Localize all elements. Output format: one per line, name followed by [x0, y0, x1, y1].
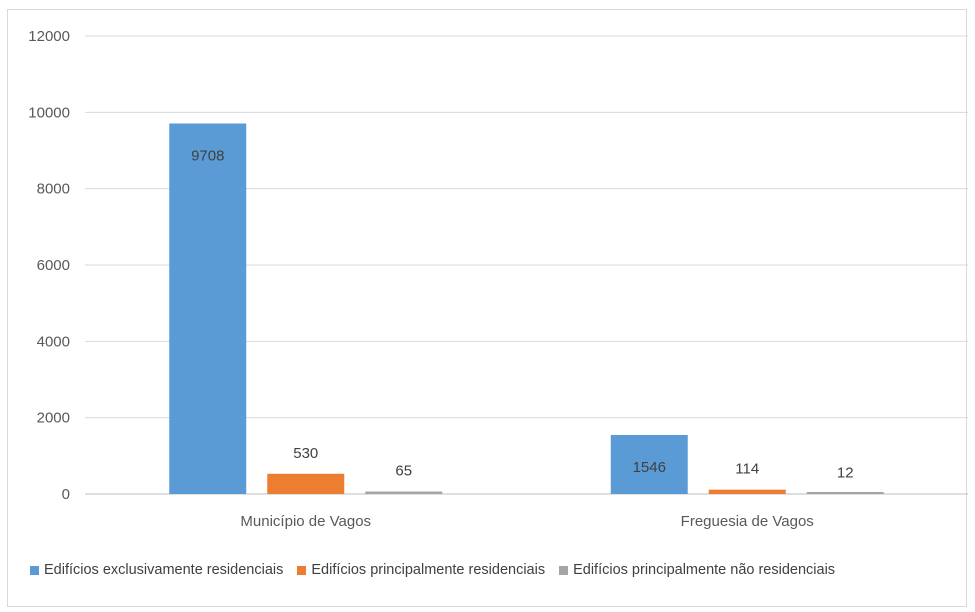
y-tick-label: 12000: [28, 28, 70, 45]
data-label: 1546: [633, 459, 666, 476]
legend-swatch: [559, 565, 569, 575]
x-axis-ticks: Município de Vagos Freguesia de Vagos: [240, 513, 813, 530]
x-tick-label: Município de Vagos: [240, 513, 371, 530]
legend-swatch: [297, 565, 307, 575]
legend-item: Edifícios exclusivamente residenciais: [30, 562, 283, 578]
data-label: 12: [837, 465, 854, 482]
y-tick-label: 0: [62, 486, 70, 503]
legend-label: Edifícios exclusivamente residenciais: [44, 562, 284, 578]
data-label: 114: [735, 461, 759, 478]
bar: [365, 491, 443, 494]
legend-label: Edifícios principalmente não residenciai…: [573, 562, 836, 578]
data-label: 65: [395, 463, 412, 480]
bars: [169, 123, 884, 494]
legend-swatch: [30, 565, 39, 575]
legend-item: Edifícios principalmente residenciais: [297, 562, 545, 578]
x-tick-label: Freguesia de Vagos: [681, 513, 814, 530]
bar: [708, 489, 786, 494]
y-tick-label: 2000: [37, 410, 70, 427]
bar: [169, 123, 247, 494]
bar: [267, 473, 345, 494]
y-tick-label: 10000: [28, 104, 70, 121]
data-label: 9708: [191, 147, 224, 164]
data-labels: 9708 530 65 1546 114 12: [191, 147, 854, 481]
legend-item: Edifícios principalmente não residenciai…: [559, 562, 835, 578]
bar: [610, 434, 688, 494]
y-tick-label: 6000: [37, 257, 70, 274]
y-tick-label: 8000: [37, 181, 70, 198]
legend: Edifícios exclusivamente residenciais Edi…: [30, 562, 835, 578]
legend-label: Edifícios principalmente residenciais: [311, 562, 546, 578]
bar: [806, 492, 884, 494]
chart-frame: [7, 9, 967, 607]
data-label: 530: [293, 445, 318, 462]
y-axis-ticks: 0 2000 4000 6000 8000 10000 12000: [28, 28, 70, 503]
y-tick-label: 4000: [37, 333, 70, 350]
